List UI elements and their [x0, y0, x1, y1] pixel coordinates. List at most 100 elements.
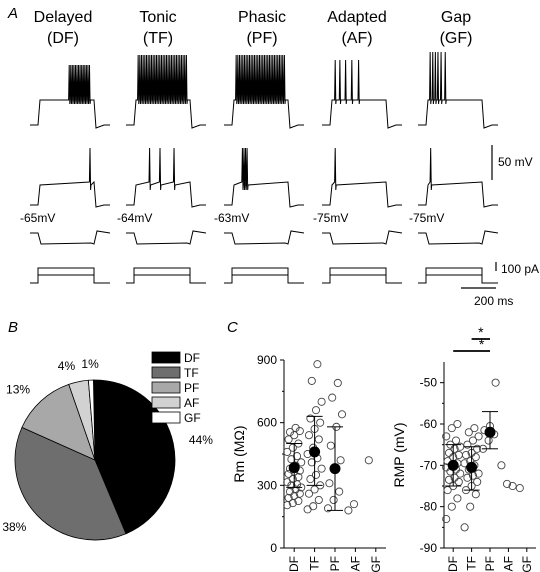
x-tick-label-tf: TF [308, 556, 322, 571]
data-point-df [444, 448, 454, 457]
group-name-phasic: Phasic [238, 9, 286, 26]
data-point-tf [304, 489, 314, 498]
mean-marker-df [447, 459, 459, 471]
data-point-tf [314, 435, 323, 444]
data-point-tf [313, 360, 322, 369]
data-point-df [284, 493, 293, 502]
trace-hyperpolarizing [224, 230, 305, 245]
data-point-tf [311, 470, 321, 479]
pie-slice-gf [87, 379, 96, 461]
data-point-tf [307, 376, 316, 385]
rmp-label-pf: -63mV [214, 211, 249, 225]
data-point-tf [464, 428, 473, 437]
y-tick-label: -90 [420, 541, 438, 555]
data-point-af [349, 500, 359, 509]
rmp-labels: -65mV -64mV -63mV -75mV -75mV [20, 211, 444, 225]
data-point-df [297, 458, 306, 467]
group-abbr-tonic: (TF) [143, 30, 173, 47]
mean-marker-pf [329, 463, 341, 475]
data-point-df [291, 423, 300, 432]
data-point-tf [306, 475, 315, 484]
data-point-tf [311, 406, 321, 415]
pie-slice-tf [14, 426, 127, 541]
pie-value-label: 4% [58, 359, 76, 373]
data-point-gf [515, 484, 524, 493]
data-point-df [285, 428, 295, 437]
group-name-gap: Gap [441, 9, 471, 26]
x-tick-label-af: AF [348, 556, 362, 571]
data-point-df [283, 447, 292, 456]
data-point-df [295, 489, 304, 498]
rmp-scatter-plot: -90 -80 -70 -60 -50 RMP (mV) DF TF PF AF GF ** [391, 324, 536, 572]
current-step-outline [126, 267, 206, 284]
panel-label-b: B [8, 319, 18, 336]
data-point-tf [474, 469, 483, 478]
mean-marker-pf [484, 426, 496, 438]
data-point-df [447, 502, 456, 511]
data-point-pf [335, 487, 344, 496]
data-point-df [290, 491, 299, 500]
data-point-af [502, 479, 512, 488]
voltage-traces [30, 51, 499, 284]
data-point-tf [473, 477, 482, 486]
data-point-df [451, 436, 461, 445]
legend-swatch-df [151, 351, 181, 364]
legend-label-df: DF [184, 351, 200, 365]
x-tick-label-df: DF [287, 556, 301, 572]
data-point-af [344, 506, 353, 515]
data-point-df [450, 473, 459, 482]
data-point-tf [463, 440, 472, 449]
data-point-df [442, 515, 451, 524]
trace-threshold-step [30, 147, 110, 208]
data-point-gf [364, 456, 373, 465]
x-tick-label-gf: GF [520, 556, 534, 572]
x-tick-label-pf: PF [328, 556, 342, 571]
rmp-label-tf: -64mV [117, 211, 152, 225]
legend-label-tf: TF [184, 366, 199, 380]
group-abbr-delayed: (DF) [47, 30, 79, 47]
current-step-outline [322, 267, 402, 284]
mean-marker-tf [466, 461, 478, 473]
group-abbr-phasic: (PF) [246, 30, 277, 47]
legend-swatch-tf [151, 366, 181, 379]
trace-strong-step [322, 59, 402, 129]
data-point-tf [317, 397, 326, 406]
trace-hyperpolarizing [30, 230, 111, 245]
data-point-tf [317, 464, 326, 473]
y-tick-label: 0 [270, 541, 277, 555]
data-point-df [454, 477, 463, 486]
legend-label-gf: GF [184, 411, 201, 425]
y-tick-label: -60 [420, 417, 438, 431]
rmp-label-gf: -75mV [409, 211, 444, 225]
current-step-outline [30, 267, 110, 284]
data-point-tf [471, 490, 480, 499]
y-tick-label: -80 [420, 500, 438, 514]
data-point-pf [337, 410, 347, 419]
x-tick-label-gf: GF [369, 556, 383, 572]
pie-value-label: 1% [81, 357, 99, 371]
data-point-df [453, 419, 462, 429]
legend-swatch-pf [151, 381, 181, 394]
pie-slice-pf [21, 383, 96, 461]
trace-strong-step [30, 64, 110, 129]
data-point-pf [323, 504, 333, 513]
group-name-tonic: Tonic [139, 9, 176, 26]
voltage-scale-label: 50 mV [498, 155, 533, 169]
data-point-tf [460, 523, 469, 532]
trace-hyperpolarizing [322, 230, 403, 245]
data-point-df [453, 494, 462, 503]
group-abbr-adapted: (AF) [341, 30, 372, 47]
data-point-af [497, 461, 506, 470]
y-tick-label: -50 [420, 376, 438, 390]
mean-marker-df [288, 462, 300, 474]
legend-label-af: AF [184, 396, 199, 410]
significance-star: * [479, 336, 485, 352]
data-point-df [284, 469, 293, 478]
data-point-pf [491, 378, 500, 387]
trace-strong-step [126, 54, 206, 129]
trace-hyperpolarizing [418, 230, 499, 245]
trace-hyperpolarizing [126, 230, 207, 245]
mean-marker-tf [309, 446, 321, 458]
trace-titles: Delayed (DF) Tonic (TF) Phasic (PF) Adap… [34, 9, 473, 47]
pie-chart: 44% 38% 13% 4% 1% [2, 357, 213, 541]
